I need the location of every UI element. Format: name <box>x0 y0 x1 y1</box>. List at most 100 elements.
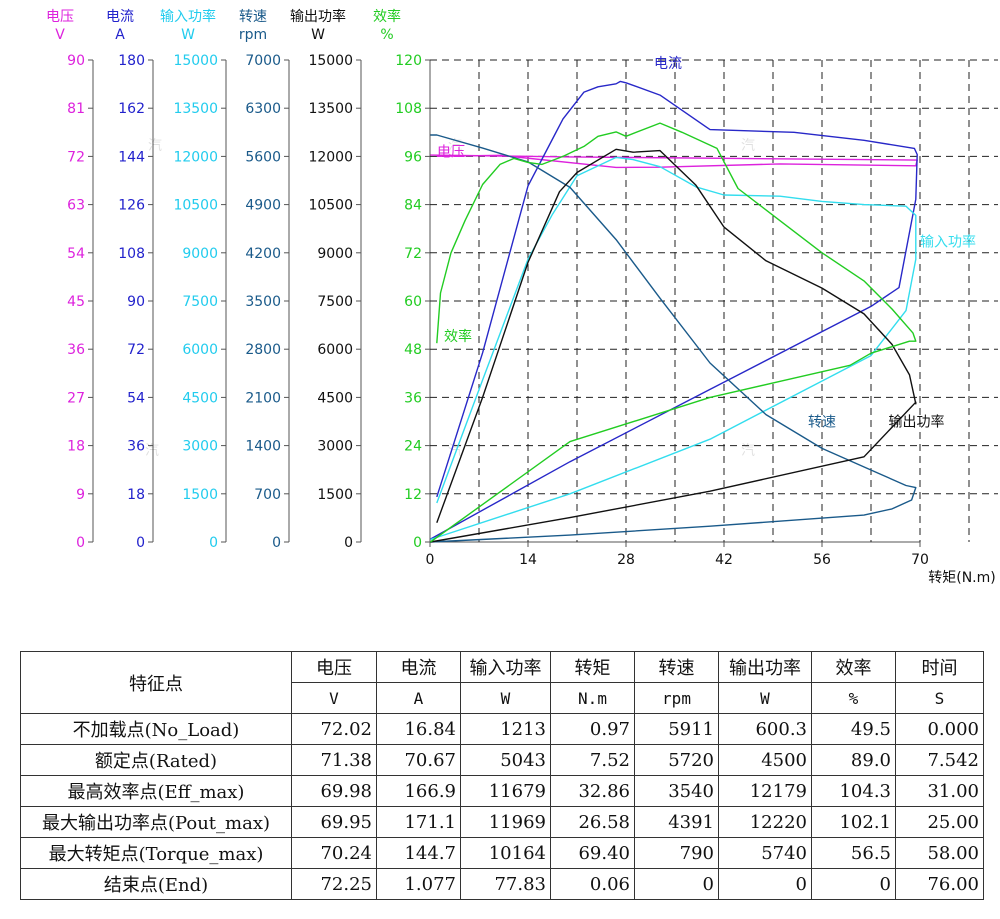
tick-label: 120 <box>395 53 422 69</box>
tick-label: 63 <box>67 198 85 214</box>
series-line-pout <box>430 148 917 543</box>
tick-label: 54 <box>127 390 145 406</box>
table-row: 结束点(End) 72.25 1.077 77.83 0.06 0 0 0 76.00 <box>20 868 984 900</box>
table-cell: 58.00 <box>895 837 984 869</box>
x-axis-label: 转矩(N.m) <box>928 570 995 586</box>
tick-label: 3000 <box>182 439 218 455</box>
table-cell: 76.00 <box>895 868 984 900</box>
tick-label: 7500 <box>317 294 353 310</box>
tick-label: 10500 <box>308 198 353 214</box>
tick-label: 700 <box>254 487 281 503</box>
watermark-logo: 汽 <box>741 443 755 459</box>
axis-title: 输出功率 <box>290 8 346 25</box>
x-tick-label: 14 <box>519 552 537 568</box>
series-label-speed: 转速 <box>808 414 836 430</box>
tick-label: 84 <box>404 198 422 214</box>
axis-pin: 输入功率 W 0 1500 3000 4500 6000 7500 9000 10500 12000… <box>160 8 227 551</box>
table-cell: 0.06 <box>550 868 635 900</box>
series-label-eff: 效率 <box>444 328 472 345</box>
tick-label: 108 <box>118 246 145 262</box>
tick-label: 12000 <box>308 149 353 165</box>
tick-label: 2100 <box>245 390 281 406</box>
table-cell: 790 <box>634 837 719 869</box>
x-tick-label: 70 <box>911 552 929 568</box>
unit-current: A <box>376 682 461 714</box>
table-cell: 69.40 <box>550 837 635 869</box>
axis-title: 电压 <box>46 9 74 25</box>
row-name: 最大输出功率点(Pout_max) <box>20 806 292 838</box>
tick-label: 0 <box>209 535 218 551</box>
tick-label: 162 <box>118 101 145 117</box>
tick-label: 6300 <box>245 101 281 117</box>
tick-label: 0 <box>136 535 145 551</box>
tick-label: 12 <box>404 487 422 503</box>
table-cell: 7.52 <box>550 744 635 776</box>
tick-label: 3000 <box>317 439 353 455</box>
series-line-eff <box>429 122 917 543</box>
axis-unit: % <box>380 27 393 43</box>
table-cell: 11679 <box>460 775 551 807</box>
table-row: 额定点(Rated) 71.38 70.67 5043 7.52 5720 4500 89.0… <box>20 744 984 776</box>
header-current: 电流 <box>376 651 461 683</box>
axis-unit: W <box>311 27 325 43</box>
table-cell: 70.67 <box>376 744 461 776</box>
tick-label: 9000 <box>182 246 218 262</box>
tick-label: 9 <box>76 487 85 503</box>
tick-label: 126 <box>118 198 145 214</box>
table-cell: 31.00 <box>895 775 984 807</box>
table-cell: 600.3 <box>718 713 812 745</box>
series-line-pin <box>430 156 917 541</box>
tick-label: 36 <box>67 342 85 358</box>
tick-label: 27 <box>67 390 85 406</box>
table-row: 最大转矩点(Torque_max) 70.24 144.7 10164 69.40 790… <box>20 837 984 869</box>
tick-label: 13500 <box>173 101 218 117</box>
table-cell: 0 <box>811 868 896 900</box>
tick-label: 15000 <box>173 53 218 69</box>
header-output-power: 输出功率 <box>718 651 812 683</box>
row-name: 额定点(Rated) <box>20 744 292 776</box>
table-cell: 5043 <box>460 744 551 776</box>
tick-label: 72 <box>67 149 85 165</box>
tick-label: 4900 <box>245 198 281 214</box>
watermark-logo: 汽 <box>145 443 159 459</box>
table-row: 不加载点(No_Load) 72.02 16.84 1213 0.97 5911 600.3… <box>20 713 984 745</box>
tick-label: 4500 <box>182 390 218 406</box>
table-cell: 3540 <box>634 775 719 807</box>
unit-time: S <box>895 682 984 714</box>
table-cell: 89.0 <box>811 744 896 776</box>
watermark-logo: 汽 <box>448 443 462 459</box>
table-cell: 4500 <box>718 744 812 776</box>
axis-speed: 转速 rpm 0 700 1400 2100 2800 3500 4200 4900 5600 630… <box>239 9 290 551</box>
performance-chart: 电压 V 0 9 18 27 36 45 54 63 72 81 90 电流 A 0 18 36 54 72 90 108… <box>46 8 998 586</box>
tick-label: 24 <box>404 439 422 455</box>
series-label-pout: 输出功率 <box>889 413 945 430</box>
table-cell: 1.077 <box>376 868 461 900</box>
table-cell: 77.83 <box>460 868 551 900</box>
table-cell: 0.97 <box>550 713 635 745</box>
x-tick-label: 28 <box>617 552 635 568</box>
axis-unit: A <box>115 27 125 43</box>
tick-label: 7500 <box>182 294 218 310</box>
series-line-speed <box>430 134 917 543</box>
tick-label: 6000 <box>317 342 353 358</box>
axis-title: 电流 <box>106 9 134 25</box>
tick-label: 0 <box>344 535 353 551</box>
header-voltage: 电压 <box>291 651 377 683</box>
header-torque: 转矩 <box>550 651 635 683</box>
row-name: 最大转矩点(Torque_max) <box>20 837 292 869</box>
axis-current: 电流 A 0 18 36 54 72 90 108 126 144 162 180 <box>106 9 154 551</box>
tick-label: 48 <box>404 342 422 358</box>
table-cell: 104.3 <box>811 775 896 807</box>
tick-label: 9000 <box>317 246 353 262</box>
tick-label: 5600 <box>245 149 281 165</box>
table-cell: 70.24 <box>291 837 377 869</box>
table-cell: 16.84 <box>376 713 461 745</box>
tick-label: 36 <box>127 439 145 455</box>
axis-voltage: 电压 V 0 9 18 27 36 45 54 63 72 81 90 <box>46 9 94 551</box>
x-tick-label: 0 <box>426 552 435 568</box>
tick-label: 10500 <box>173 198 218 214</box>
series-label-pin: 输入功率 <box>920 233 976 250</box>
tick-label: 1400 <box>245 439 281 455</box>
tick-label: 0 <box>413 535 422 551</box>
tick-label: 18 <box>67 439 85 455</box>
